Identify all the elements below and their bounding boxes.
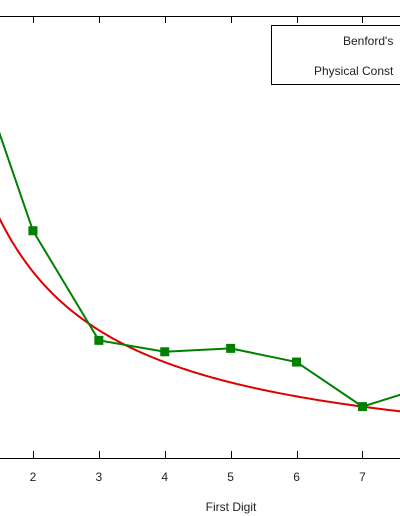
x-tick-label: 4 bbox=[161, 470, 168, 484]
x-axis-title: First Digit bbox=[206, 500, 257, 514]
data-point-physical-const bbox=[160, 347, 170, 357]
series-line-benford bbox=[0, 217, 400, 413]
data-point-physical-const bbox=[357, 402, 367, 412]
x-axis-ticks: 2 3 4 5 6 7 bbox=[30, 16, 366, 484]
x-tick-label: 6 bbox=[293, 470, 300, 484]
plot-frame bbox=[0, 16, 400, 459]
legend: Benford's Physical Const bbox=[271, 25, 400, 85]
x-tick-label: 5 bbox=[227, 470, 234, 484]
data-point-physical-const bbox=[28, 226, 38, 236]
legend-label-physical-const: Physical Const bbox=[314, 64, 394, 78]
x-tick-label: 2 bbox=[30, 470, 37, 484]
series-layer bbox=[0, 131, 400, 413]
x-tick-label: 3 bbox=[96, 470, 103, 484]
series-line-physical-const bbox=[0, 131, 400, 408]
data-point-physical-const bbox=[94, 335, 104, 345]
legend-label-benford: Benford's bbox=[343, 34, 393, 48]
x-tick-label: 7 bbox=[359, 470, 366, 484]
data-point-physical-const bbox=[292, 357, 302, 367]
legend-box bbox=[271, 25, 400, 85]
data-point-physical-const bbox=[226, 343, 236, 353]
